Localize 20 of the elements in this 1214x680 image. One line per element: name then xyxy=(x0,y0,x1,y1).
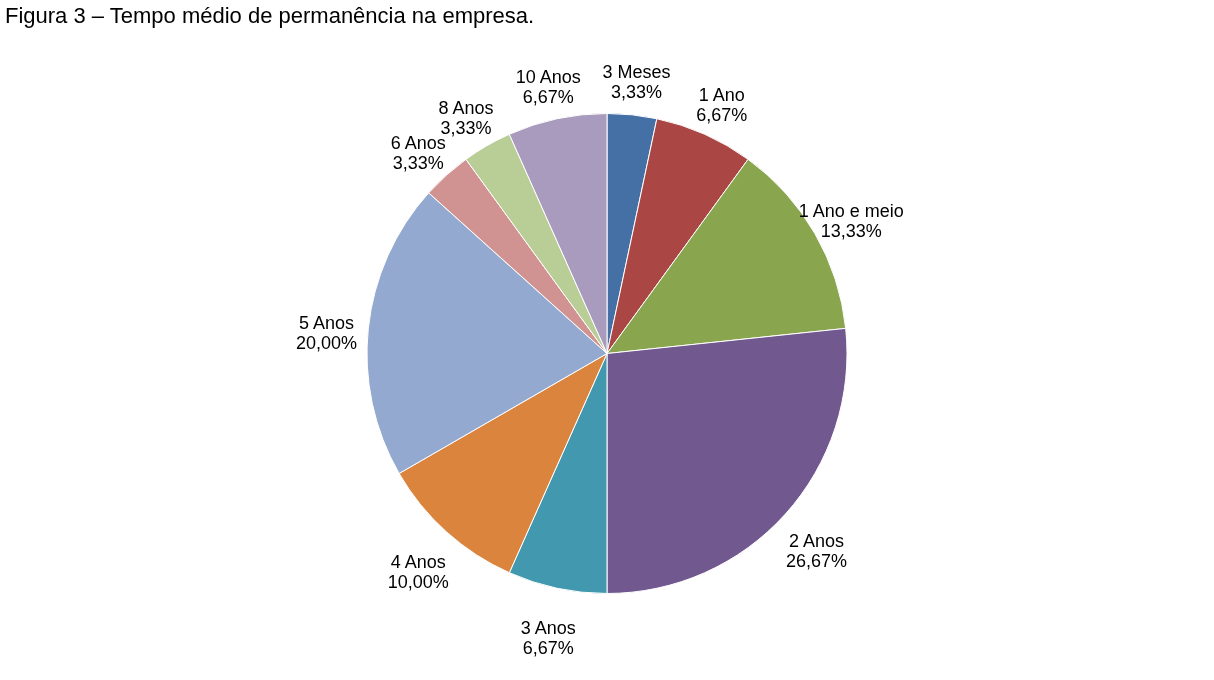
slice-label: 1 Ano e meio xyxy=(798,201,904,222)
slice-label: 5 Anos xyxy=(299,312,355,333)
slice-label: 4 Anos xyxy=(390,552,446,573)
data-label: 3,33% xyxy=(392,152,444,173)
slice-label: 1 Ano xyxy=(698,84,745,105)
data-label: 3,33% xyxy=(440,118,492,139)
data-label: 20,00% xyxy=(296,332,358,353)
data-label: 6,67% xyxy=(522,638,574,659)
slice-label: 8 Anos xyxy=(438,98,494,119)
data-label: 26,67% xyxy=(786,551,848,572)
chart-title: Figura 3 – Tempo médio de permanência na empresa. xyxy=(5,3,535,28)
data-label: 6,67% xyxy=(696,104,748,125)
data-label: 13,33% xyxy=(820,221,882,242)
slice-label: 3 Anos xyxy=(520,618,576,639)
data-label: 10,00% xyxy=(387,572,449,593)
slice-label: 3 Meses xyxy=(602,62,671,83)
slice-label: 2 Anos xyxy=(789,531,845,552)
data-label: 6,67% xyxy=(522,86,574,107)
data-label: 3,33% xyxy=(610,82,662,103)
slice-label: 10 Anos xyxy=(515,66,581,87)
